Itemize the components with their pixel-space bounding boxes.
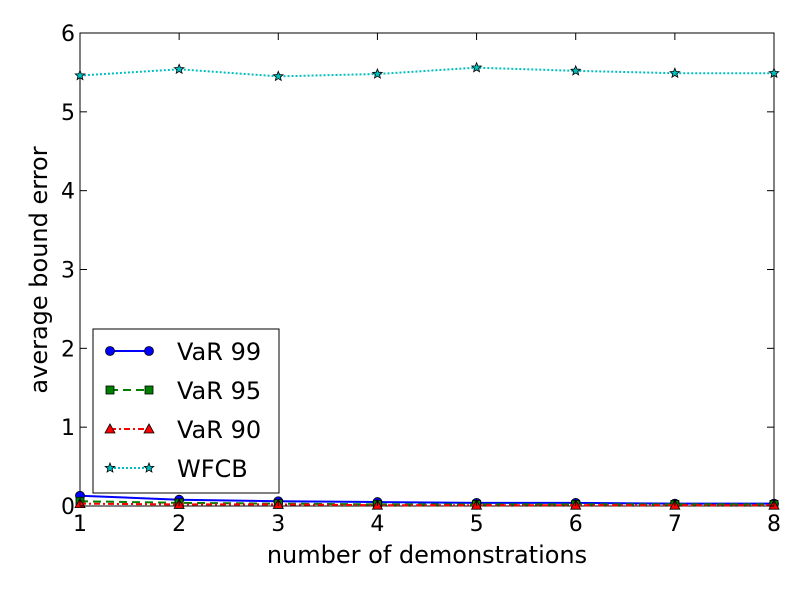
data-point-wfcb <box>768 67 780 79</box>
legend-box <box>92 328 280 494</box>
y-tick-label: 1 <box>61 416 75 441</box>
series-wfcb <box>74 61 780 82</box>
legend-marker-var-95 <box>144 385 154 395</box>
x-tick-label: 4 <box>370 512 384 537</box>
legend-item-var-99: VaR 99 <box>105 338 261 366</box>
y-tick-label: 5 <box>61 101 75 126</box>
legend-marker-var-95 <box>105 385 115 395</box>
legend-marker-var-90 <box>143 423 155 434</box>
legend-item-wfcb: WFCB <box>104 455 248 483</box>
data-point-wfcb <box>173 63 185 75</box>
legend-item-var-90: VaR 90 <box>104 416 261 444</box>
x-tick-label: 8 <box>767 512 781 537</box>
legend-marker-var-99 <box>105 346 115 356</box>
legend-label-var-99: VaR 99 <box>177 338 261 366</box>
legend-marker-var-99 <box>144 346 154 356</box>
legend-marker-wfcb <box>104 461 116 473</box>
x-tick-label: 1 <box>73 512 87 537</box>
data-point-wfcb <box>74 69 86 81</box>
y-tick-label: 6 <box>61 22 75 47</box>
x-tick-label: 7 <box>668 512 682 537</box>
data-point-wfcb <box>470 61 483 73</box>
x-axis-label: number of demonstrations <box>267 541 587 569</box>
y-tick-label: 4 <box>61 180 75 205</box>
x-tick-label: 3 <box>271 512 285 537</box>
data-point-wfcb <box>569 64 582 76</box>
y-tick-label: 3 <box>61 259 75 284</box>
legend-label-wfcb: WFCB <box>177 455 248 483</box>
data-point-wfcb <box>272 70 285 82</box>
legend-label-var-95: VaR 95 <box>177 377 261 405</box>
x-tick-label: 6 <box>569 512 583 537</box>
x-tick-label: 5 <box>470 512 484 537</box>
legend-item-var-95: VaR 95 <box>105 377 261 405</box>
y-tick-label: 2 <box>61 337 75 362</box>
y-tick-label: 0 <box>61 495 75 520</box>
data-point-wfcb <box>669 67 681 79</box>
legend-marker-var-90 <box>104 423 116 434</box>
x-tick-label: 2 <box>172 512 186 537</box>
data-point-wfcb <box>371 67 384 79</box>
series-line-var-90 <box>79 502 774 507</box>
legend-label-var-90: VaR 90 <box>177 416 261 444</box>
y-axis-label: average bound error <box>25 146 53 393</box>
legend: VaR 99 VaR 95 VaR 90 WFCB <box>92 328 280 494</box>
legend-marker-wfcb <box>143 461 155 473</box>
